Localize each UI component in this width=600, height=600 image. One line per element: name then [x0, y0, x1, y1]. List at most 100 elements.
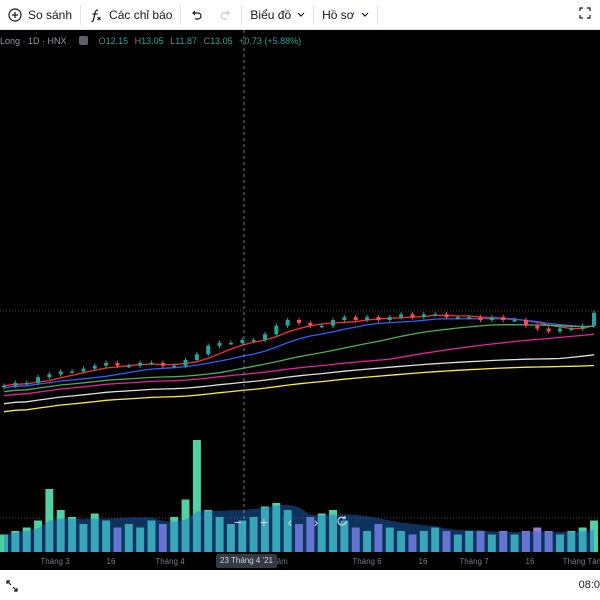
candle-body: [240, 340, 245, 343]
candle-body: [70, 371, 75, 373]
low-value: 11.87: [175, 36, 198, 46]
candle-body: [115, 362, 120, 366]
volume-bar: [170, 517, 179, 552]
expand-icon[interactable]: [6, 579, 18, 592]
toolbar-divider: [376, 4, 378, 25]
volume-bar: [90, 513, 99, 552]
symbol-label[interactable]: Long · 1D · HNX: [0, 36, 67, 46]
volume-bar: [351, 527, 360, 552]
price-chart[interactable]: [0, 30, 600, 570]
volume-bar: [306, 517, 315, 552]
candle-body: [478, 317, 483, 320]
compare-button[interactable]: So sánh: [0, 0, 80, 30]
chevron-down-icon: [361, 12, 369, 18]
volume-bar: [567, 531, 576, 552]
chart-navigation: − + ‹ ›: [227, 512, 353, 532]
reset-icon: [336, 514, 348, 530]
time-tick: năm: [272, 557, 288, 566]
candle-body: [421, 314, 426, 318]
volume-bar: [11, 531, 20, 552]
redo-button[interactable]: [211, 0, 241, 30]
high-key: H: [134, 36, 142, 46]
time-tick: 16: [525, 557, 535, 566]
indicators-button[interactable]: Các chỉ báo: [81, 0, 180, 30]
volume-bar: [374, 524, 383, 552]
undo-button[interactable]: [181, 0, 211, 30]
candle-body: [455, 317, 460, 319]
volume-bar: [204, 510, 213, 552]
volume-ma-area: [4, 504, 594, 552]
candle-body: [535, 325, 540, 329]
close-key: C: [203, 36, 211, 46]
indicators-label: Các chỉ báo: [109, 7, 173, 22]
scroll-left-button[interactable]: ‹: [279, 512, 301, 532]
volume-bar: [249, 517, 258, 552]
volume-bar: [192, 440, 201, 552]
candle-body: [342, 317, 347, 320]
profile-menu-button[interactable]: Hồ sơ: [314, 0, 377, 30]
candle-body: [592, 312, 596, 326]
volume-bar: [408, 534, 417, 552]
candle-body: [319, 325, 324, 328]
candle-body: [217, 342, 222, 346]
candle-body: [557, 328, 562, 332]
volume-bar: [283, 510, 292, 552]
time-tick: 16: [106, 557, 116, 566]
plus-circle-icon: [8, 7, 22, 22]
fullscreen-button[interactable]: [570, 0, 600, 30]
volume-bar: [510, 534, 519, 552]
scroll-right-button[interactable]: ›: [305, 512, 327, 532]
volume-bar: [329, 510, 338, 552]
ma-red-line: [3, 314, 595, 387]
candle-body: [262, 334, 267, 340]
ma-blue-line: [3, 317, 595, 389]
chart-menu-button[interactable]: Biểu đồ: [242, 0, 313, 30]
minus-icon: −: [233, 514, 243, 530]
candle-body: [376, 317, 381, 320]
zoom-out-button[interactable]: −: [227, 512, 249, 532]
volume-bar: [476, 531, 485, 552]
candle-body: [194, 354, 199, 360]
candle-body: [410, 314, 415, 318]
volume-bar: [158, 524, 167, 552]
reset-chart-button[interactable]: [331, 512, 353, 532]
candle-body: [172, 365, 177, 368]
volume-bar: [226, 524, 235, 552]
volume-bar: [431, 527, 440, 552]
candle-body: [149, 362, 154, 365]
volume-bar: [102, 520, 111, 552]
time-tick: Tháng Tám: [562, 557, 600, 566]
time-tick: Tháng 4: [155, 557, 185, 566]
volume-bar: [68, 517, 77, 552]
candle-body: [523, 320, 528, 326]
volume-bar: [419, 531, 428, 552]
volume-bar: [442, 531, 451, 552]
candle-body: [433, 314, 438, 316]
candle-body: [183, 360, 188, 366]
volume-bar: [79, 524, 88, 552]
plus-icon: +: [259, 514, 269, 530]
volume-bar: [533, 527, 542, 552]
zoom-in-button[interactable]: +: [253, 512, 275, 532]
volume-bar: [544, 531, 553, 552]
open-value: 12.15: [105, 36, 129, 46]
candle-body: [285, 320, 290, 326]
candle-body: [501, 317, 506, 320]
volume-bar: [465, 531, 474, 552]
toolbar-divider: [241, 4, 243, 25]
time-tick: Tháng 6: [352, 557, 382, 566]
chart-pane[interactable]: Long · 1D · HNX O12.15 H13.05 L11.87 C13…: [0, 30, 600, 570]
collapse-legend-icon[interactable]: [79, 36, 89, 46]
candle-body: [2, 385, 6, 388]
candle-body: [58, 371, 63, 375]
crosshair-date-label: 23 Tháng 4 '21: [216, 554, 277, 568]
time-axis[interactable]: Tháng 3 16 Tháng 4 năm Tháng 6 16 Tháng …: [0, 552, 600, 570]
candle-body: [569, 328, 574, 331]
candle-body: [92, 365, 97, 369]
candle-body: [308, 322, 313, 326]
volume-bar: [499, 531, 508, 552]
volume-bar: [578, 527, 587, 552]
candle-body: [126, 365, 131, 368]
candle-body: [297, 320, 301, 323]
candle-body: [444, 314, 449, 318]
